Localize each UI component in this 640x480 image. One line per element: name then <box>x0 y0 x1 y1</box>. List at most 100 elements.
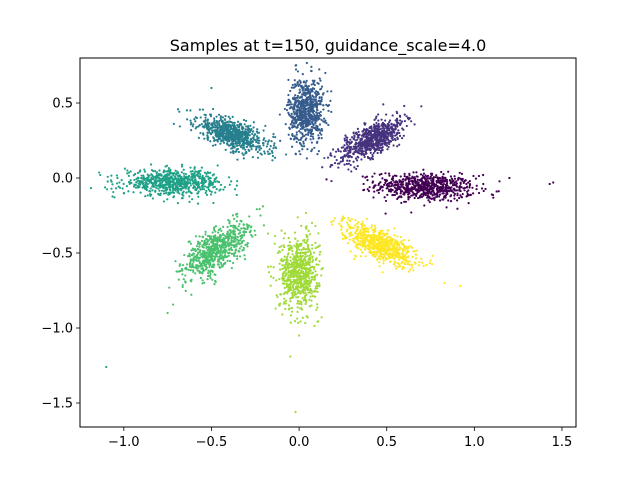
data-point <box>316 109 319 112</box>
data-point <box>209 272 212 276</box>
data-point <box>307 123 310 126</box>
data-point <box>413 123 416 126</box>
data-point <box>388 127 391 131</box>
data-point <box>223 234 226 237</box>
data-point <box>425 187 428 190</box>
data-point <box>468 186 471 189</box>
data-point <box>188 181 191 184</box>
data-point <box>301 88 304 91</box>
data-point <box>257 136 260 139</box>
data-point <box>354 157 358 160</box>
data-point <box>469 193 473 196</box>
data-point <box>314 278 317 281</box>
data-point <box>392 130 395 133</box>
data-point <box>434 196 437 199</box>
data-point <box>155 177 158 180</box>
data-point <box>339 150 342 153</box>
data-point <box>204 252 208 255</box>
data-point <box>233 125 237 128</box>
data-point <box>195 254 198 257</box>
data-point <box>427 192 430 195</box>
data-point <box>212 238 215 241</box>
data-point <box>303 276 307 279</box>
data-point <box>296 288 299 291</box>
data-point <box>279 259 282 262</box>
data-point <box>255 140 258 144</box>
scatter-points <box>89 61 555 414</box>
data-point <box>235 193 238 197</box>
data-point <box>211 231 214 234</box>
data-point <box>234 240 237 243</box>
data-point <box>292 283 295 287</box>
data-point <box>219 261 223 264</box>
data-point <box>365 175 369 178</box>
data-point <box>218 244 222 247</box>
data-point <box>383 134 386 137</box>
data-point <box>398 134 402 137</box>
data-point <box>375 143 379 146</box>
data-point <box>205 172 208 176</box>
data-point <box>230 252 233 255</box>
data-point <box>283 232 287 235</box>
data-point <box>232 130 235 133</box>
data-point <box>212 201 215 205</box>
data-point <box>109 179 113 182</box>
data-point <box>190 121 193 124</box>
data-point <box>379 135 382 138</box>
data-point <box>283 277 286 280</box>
data-point <box>212 226 216 230</box>
data-point <box>326 90 329 93</box>
data-point <box>320 133 323 136</box>
data-point <box>127 180 131 184</box>
data-point <box>284 307 287 311</box>
data-point <box>392 193 395 197</box>
data-point <box>384 199 388 203</box>
data-point <box>275 279 278 282</box>
data-point <box>297 138 301 142</box>
data-point <box>420 105 423 108</box>
data-point <box>439 181 443 184</box>
data-point <box>273 242 276 245</box>
data-point <box>216 123 219 126</box>
data-point <box>293 294 296 297</box>
data-point <box>315 281 318 285</box>
data-point <box>250 148 253 151</box>
data-point <box>242 139 246 142</box>
data-point <box>415 180 418 183</box>
data-point <box>147 179 150 183</box>
data-point <box>318 285 321 288</box>
data-point <box>251 139 254 143</box>
data-point <box>213 246 216 249</box>
data-point <box>196 269 199 272</box>
data-point <box>276 251 280 255</box>
data-point <box>173 182 177 186</box>
data-point <box>312 103 316 107</box>
data-point <box>391 128 394 131</box>
data-point <box>459 189 462 193</box>
data-point <box>151 185 154 188</box>
data-point <box>284 263 287 266</box>
data-point <box>310 65 313 68</box>
data-point <box>347 149 350 152</box>
data-point <box>438 195 441 198</box>
data-point <box>234 233 237 236</box>
data-point <box>421 180 424 183</box>
data-point <box>330 90 333 93</box>
data-point <box>410 179 413 183</box>
data-point <box>298 290 301 293</box>
data-point <box>350 170 353 173</box>
data-point <box>314 92 317 95</box>
data-point <box>105 188 109 191</box>
data-point <box>227 219 230 222</box>
data-point <box>202 132 205 135</box>
data-point <box>220 128 223 131</box>
data-point <box>373 134 376 137</box>
data-point <box>435 180 438 183</box>
data-point <box>463 179 467 182</box>
data-point <box>190 172 193 176</box>
data-point <box>422 183 425 186</box>
data-point <box>220 134 223 137</box>
data-point <box>358 147 362 150</box>
data-point <box>426 180 430 183</box>
data-point <box>309 135 312 138</box>
